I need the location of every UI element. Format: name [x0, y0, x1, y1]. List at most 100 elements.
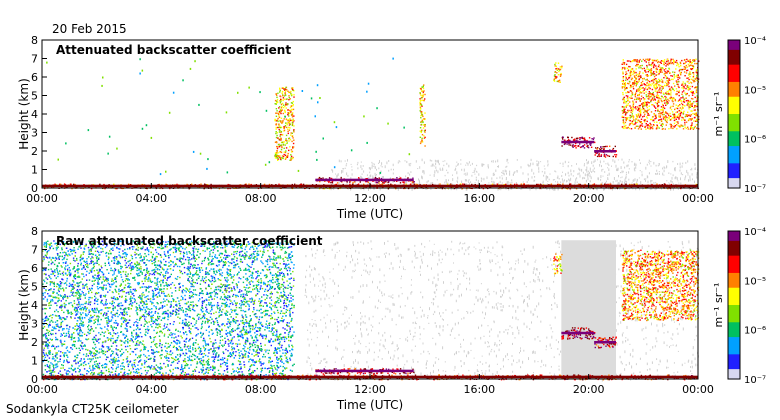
cell: [489, 259, 491, 263]
cell: [362, 320, 364, 324]
cell: [441, 187, 444, 190]
cell: [428, 278, 430, 281]
cell: [666, 84, 668, 86]
cell: [282, 97, 285, 99]
cell: [556, 304, 558, 306]
colorbar-cell: [728, 62, 740, 66]
cell: [622, 97, 625, 99]
cell: [380, 165, 382, 167]
cell: [694, 163, 696, 166]
cell: [288, 124, 291, 126]
cell: [599, 148, 601, 150]
cell: [694, 60, 696, 62]
cell: [603, 146, 606, 148]
cell: [320, 319, 322, 321]
cell: [624, 108, 626, 111]
cell: [687, 86, 689, 88]
cell: [445, 252, 447, 256]
cell: [436, 179, 438, 181]
cell: [517, 318, 519, 321]
cell: [651, 73, 653, 76]
cell: [561, 175, 563, 177]
cell: [649, 93, 651, 95]
cell: [663, 113, 665, 116]
cell: [533, 172, 535, 175]
cell: [439, 312, 440, 315]
cell: [682, 83, 684, 85]
cell: [695, 183, 697, 186]
cell: [413, 266, 415, 269]
cell: [653, 78, 655, 81]
cell: [601, 165, 602, 168]
cell: [634, 107, 636, 109]
cell: [459, 241, 461, 244]
cell: [640, 114, 642, 116]
cell: [421, 140, 423, 142]
cell: [390, 295, 392, 298]
cell: [641, 60, 643, 62]
cell: [372, 175, 374, 178]
cell: [569, 139, 571, 142]
cell: [635, 82, 638, 84]
cell: [483, 164, 485, 166]
cell: [568, 144, 570, 146]
cell: [681, 124, 683, 127]
cell: [275, 154, 277, 156]
cell: [671, 62, 673, 64]
cell: [630, 78, 633, 81]
cell: [284, 89, 286, 91]
cell: [674, 108, 676, 111]
cell: [450, 186, 452, 188]
cell: [672, 117, 675, 119]
cell: [662, 81, 664, 84]
cell: [531, 321, 532, 324]
cell: [658, 115, 660, 117]
cell: [333, 243, 335, 246]
colorbar-cell: [728, 64, 740, 68]
colorbar-cell: [728, 59, 740, 63]
cell: [657, 329, 659, 333]
cell: [280, 148, 283, 151]
cell: [612, 155, 614, 158]
cell: [615, 180, 617, 182]
cell: [655, 70, 657, 73]
cell: [618, 268, 620, 271]
cell: [506, 172, 507, 175]
cell: [319, 280, 321, 282]
cell: [636, 116, 638, 119]
cell: [280, 110, 282, 113]
cell: [390, 183, 392, 185]
cell: [667, 330, 669, 334]
cell: [305, 288, 306, 292]
cell: [463, 316, 465, 320]
cell: [411, 260, 413, 263]
cell: [288, 140, 290, 142]
cell: [421, 111, 423, 113]
cell: [631, 107, 633, 110]
cell: [421, 258, 423, 262]
cell: [675, 121, 678, 123]
cell: [378, 162, 380, 165]
cell: [603, 160, 605, 163]
cell: [495, 354, 497, 358]
cell: [435, 295, 437, 298]
cell: [435, 342, 437, 346]
cell: [677, 81, 680, 83]
cell: [371, 161, 373, 164]
cell: [647, 95, 649, 98]
cell: [636, 178, 638, 181]
cell: [332, 170, 334, 173]
cell: [656, 90, 658, 92]
cell: [642, 78, 644, 80]
cell: [647, 101, 649, 103]
cell: [227, 187, 229, 190]
cell: [657, 99, 660, 102]
cell: [656, 121, 658, 123]
cell: [658, 127, 660, 129]
cell: [339, 250, 340, 252]
cell: [314, 299, 316, 302]
cell: [373, 165, 375, 167]
cell: [670, 75, 672, 77]
cell: [688, 74, 690, 76]
cell: [496, 306, 498, 309]
